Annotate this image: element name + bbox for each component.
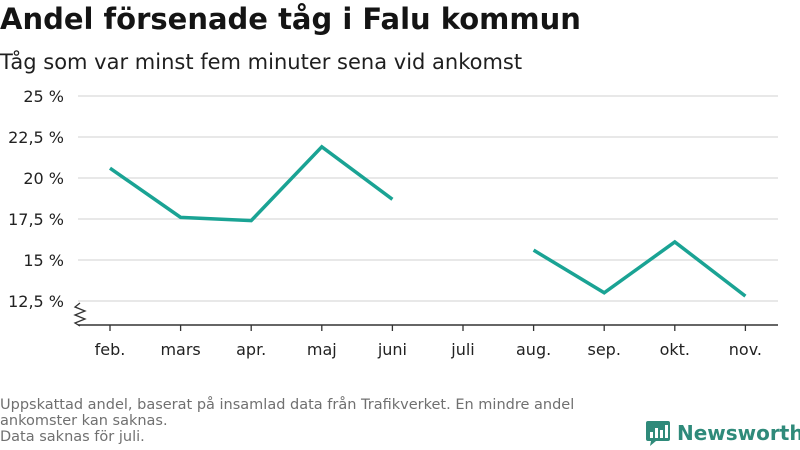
x-tick-label: apr. (236, 340, 266, 359)
newsworthy-logo-icon (646, 421, 670, 446)
x-tick-label: nov. (729, 340, 762, 359)
y-tick-label: 22,5 % (8, 128, 64, 147)
x-tick-label: aug. (516, 340, 551, 359)
footnote: Uppskattad andel, baserat på insamlad da… (0, 397, 640, 445)
y-tick-label: 12,5 % (8, 292, 64, 311)
footnote-line-1: Uppskattad andel, baserat på insamlad da… (0, 397, 575, 429)
chart-subtitle: Tåg som var minst fem minuter sena vid a… (0, 50, 523, 74)
brand-name: Newsworthy (677, 421, 800, 445)
footnote-line-2: Data saknas för juli. (0, 429, 145, 445)
x-tick-label: sep. (587, 340, 620, 359)
axis-break-icon (73, 302, 87, 327)
y-tick-label: 25 % (23, 87, 64, 106)
y-tick-label: 15 % (23, 251, 64, 270)
x-tick-label: feb. (95, 340, 126, 359)
y-tick-label: 20 % (23, 169, 64, 188)
x-tick-label: mars (160, 340, 200, 359)
chart-title: Andel försenade tåg i Falu kommun (0, 2, 581, 36)
y-tick-label: 17,5 % (8, 210, 64, 229)
series-line (532, 239, 747, 298)
x-tick-label: maj (307, 340, 337, 359)
brand: Newsworthy (645, 420, 800, 446)
series-line (108, 144, 394, 223)
x-tick-label: okt. (660, 340, 690, 359)
x-tick-label: juli (450, 340, 474, 359)
x-tick-label: juni (377, 340, 407, 359)
